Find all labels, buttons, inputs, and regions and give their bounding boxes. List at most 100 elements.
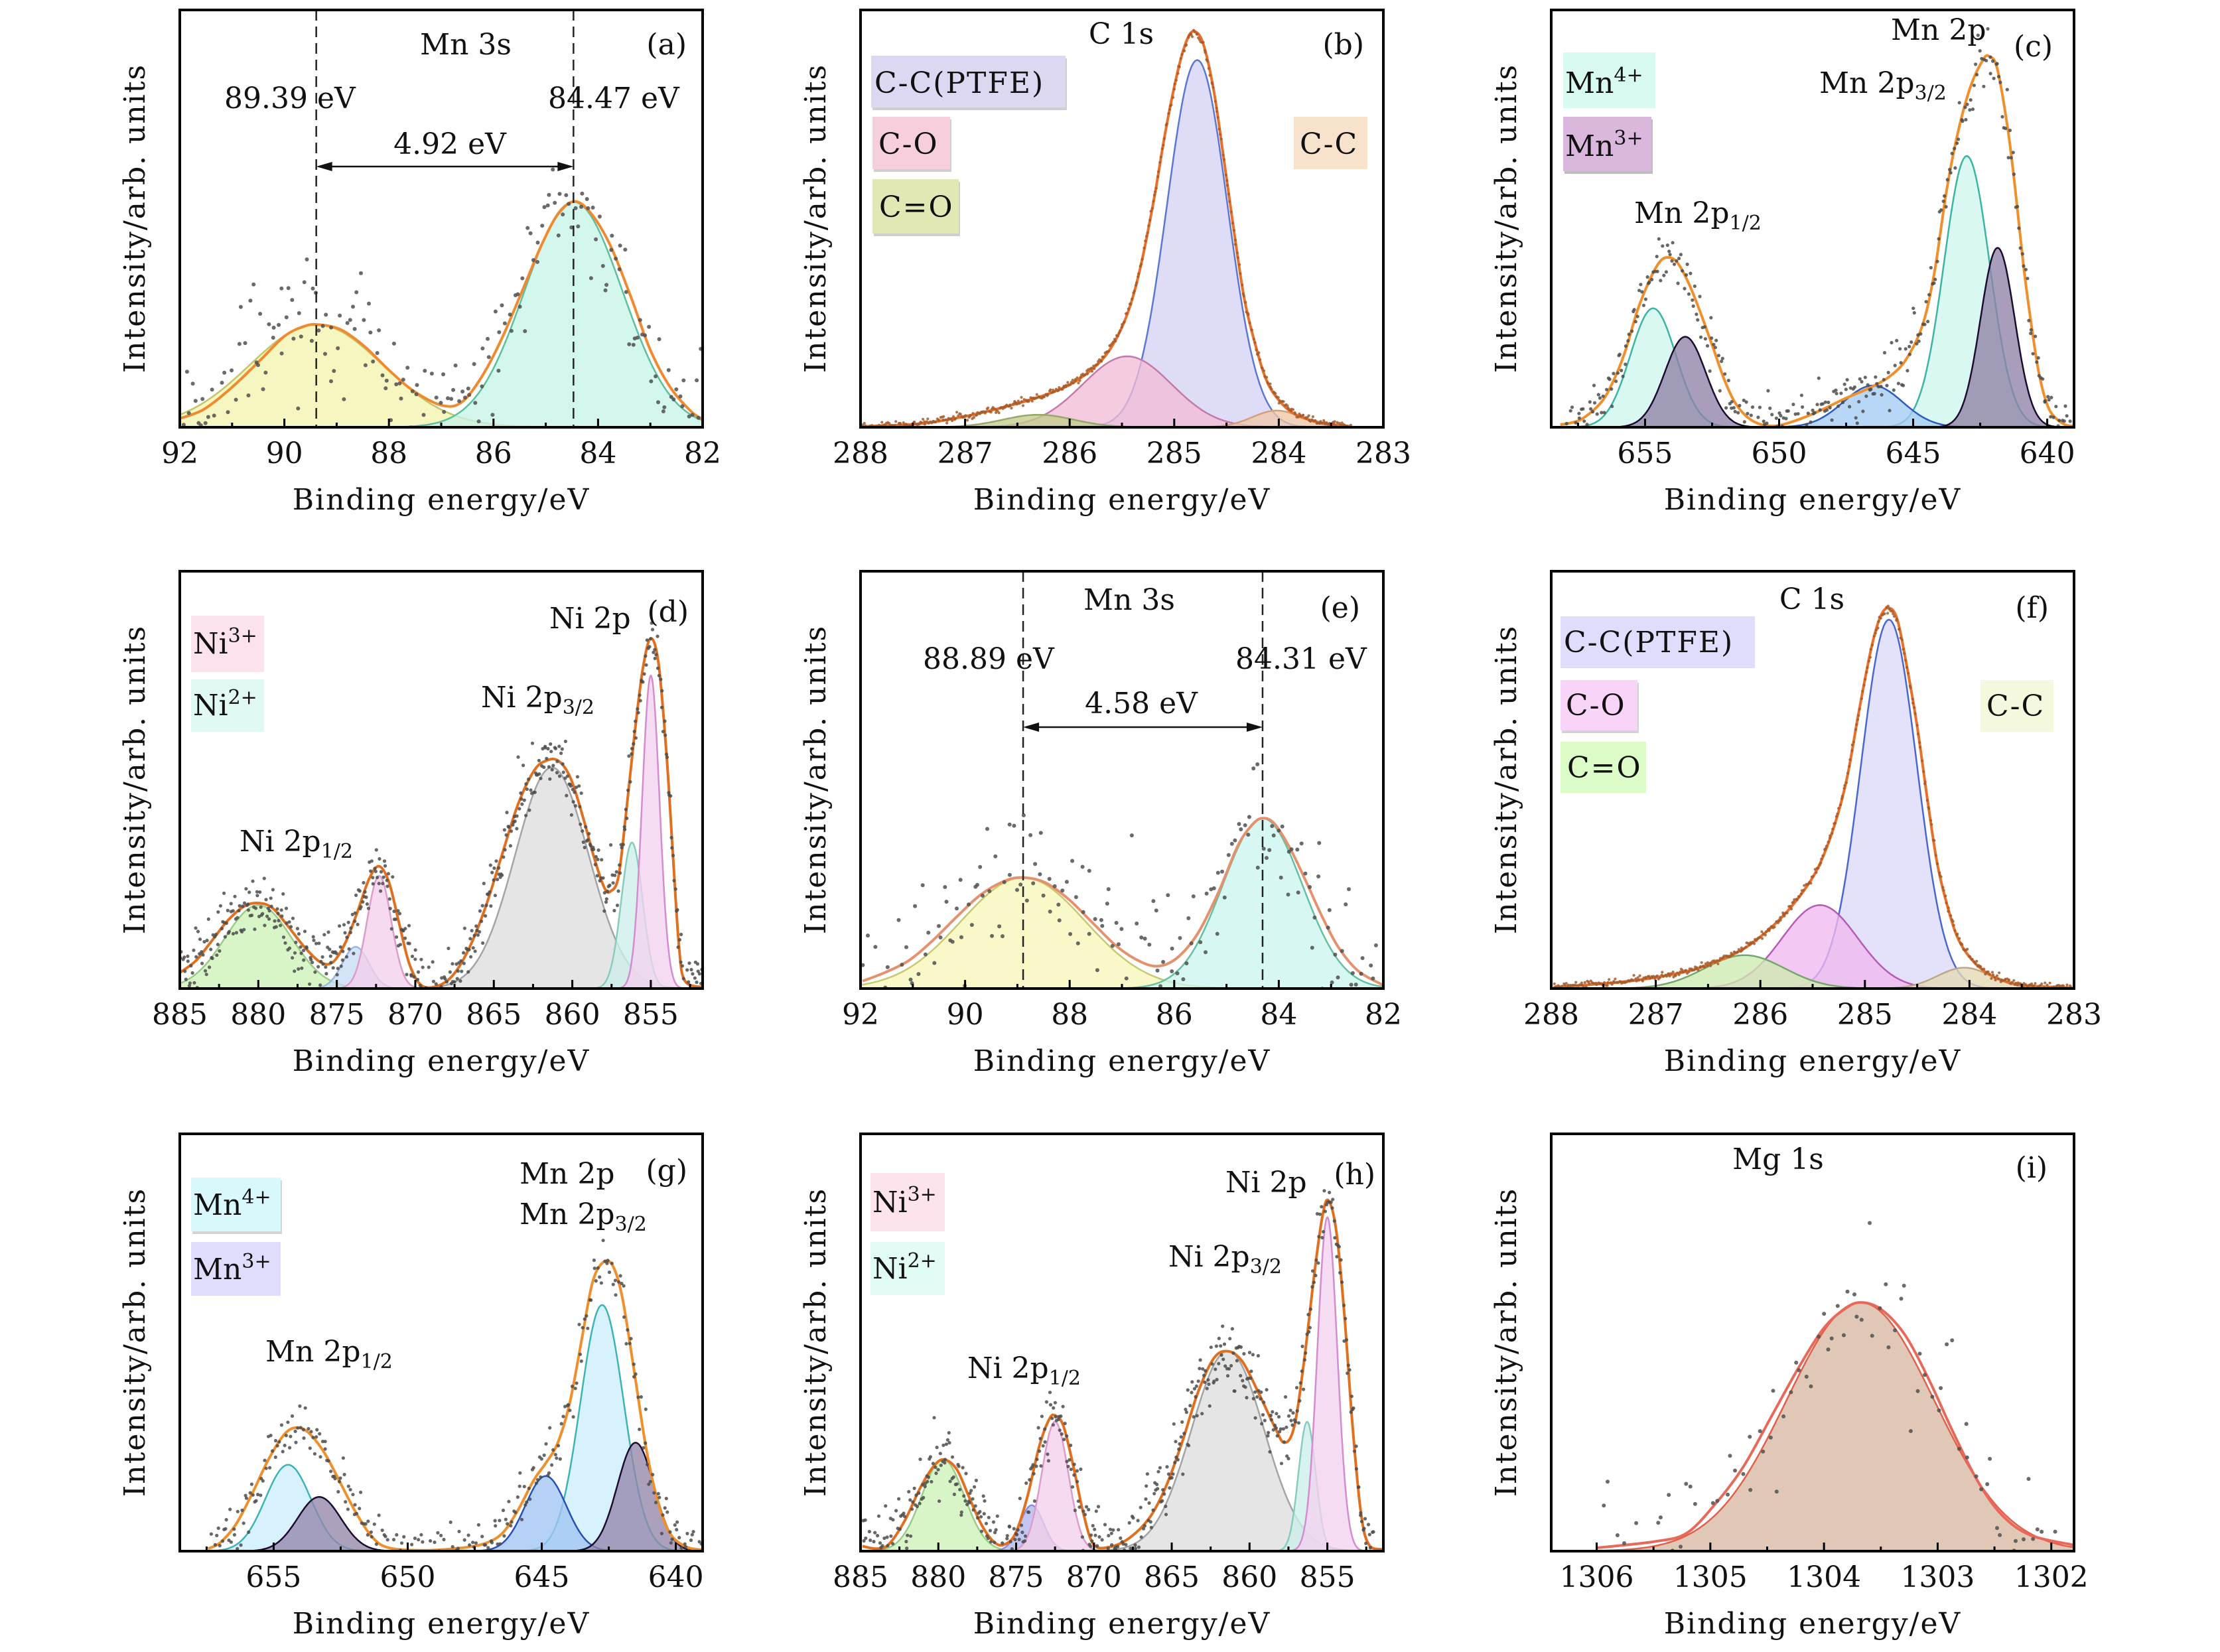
plot-c: 655 650 645 640 <box>1550 9 2075 470</box>
data-point <box>294 1440 298 1444</box>
data-point <box>1379 1572 1383 1575</box>
data-point <box>1228 1337 1232 1341</box>
data-point <box>478 929 482 934</box>
data-point <box>1888 409 1892 413</box>
data-point <box>201 953 205 957</box>
data-point <box>1561 433 1564 436</box>
legend-item-mn4: Mn4+ <box>191 1178 282 1234</box>
data-point <box>1156 1470 1160 1474</box>
data-point <box>1093 1533 1097 1537</box>
data-point <box>247 890 251 894</box>
data-point <box>391 341 396 346</box>
data-point <box>1869 387 1873 391</box>
data-point <box>638 318 642 322</box>
data-point <box>383 1535 387 1539</box>
data-point <box>1069 1468 1073 1472</box>
data-point <box>1656 1521 1661 1525</box>
data-point <box>1159 155 1162 159</box>
data-point <box>1768 406 1772 411</box>
data-point <box>480 920 484 924</box>
data-point <box>1286 849 1291 854</box>
data-point <box>488 890 492 894</box>
data-point <box>1158 161 1162 164</box>
data-point <box>1770 413 1774 417</box>
data-point <box>673 887 677 891</box>
data-point <box>311 935 315 939</box>
data-point <box>346 1507 350 1511</box>
data-point <box>1595 983 1598 987</box>
data-point <box>1969 98 1973 102</box>
data-point <box>624 1342 628 1345</box>
data-point <box>488 1559 492 1562</box>
x-tick-label: 286 <box>1732 998 1788 1032</box>
legend-label-superscript: 3+ <box>228 624 257 648</box>
data-point <box>321 962 325 966</box>
data-point <box>469 1552 472 1556</box>
data-point <box>618 871 622 875</box>
data-point <box>241 904 245 908</box>
data-point <box>1956 932 1959 935</box>
data-point <box>884 1504 888 1508</box>
data-point <box>690 1533 694 1537</box>
data-point <box>586 838 590 842</box>
data-point <box>1107 350 1110 353</box>
data-point <box>1167 112 1170 115</box>
data-point <box>1882 351 1887 355</box>
data-point <box>902 998 906 1002</box>
data-point <box>498 1542 502 1546</box>
data-point <box>500 303 504 308</box>
data-point <box>1136 1519 1140 1523</box>
data-point <box>902 1515 907 1519</box>
data-point <box>1175 971 1180 976</box>
data-point <box>669 794 673 798</box>
data-point <box>1275 1434 1279 1438</box>
data-point <box>1681 269 1685 273</box>
data-point <box>1215 931 1219 936</box>
data-point <box>469 955 473 959</box>
x-tick-label: 880 <box>910 1560 966 1594</box>
data-point <box>1842 1333 1846 1338</box>
data-point <box>1643 297 1647 301</box>
data-point <box>1589 407 1593 411</box>
data-point <box>255 890 259 894</box>
data-point <box>1100 924 1105 928</box>
data-point <box>1821 854 1825 857</box>
data-point <box>1219 137 1223 141</box>
data-point <box>1764 933 1767 937</box>
data-point <box>1178 935 1182 940</box>
data-point <box>876 1514 881 1518</box>
data-point <box>677 937 681 942</box>
data-point <box>1127 1521 1131 1525</box>
data-point <box>995 1514 999 1518</box>
data-point <box>312 1452 316 1456</box>
x-tick-label: 870 <box>1066 1560 1122 1594</box>
data-point <box>1135 283 1138 287</box>
data-point <box>518 1484 521 1488</box>
data-point <box>1305 1332 1309 1336</box>
data-point <box>525 787 529 792</box>
data-point <box>567 202 571 206</box>
data-point <box>600 858 604 862</box>
data-point <box>200 397 205 401</box>
data-point <box>1998 1533 2002 1537</box>
data-point <box>564 193 569 198</box>
data-point <box>1941 886 1945 889</box>
data-point <box>1323 1209 1327 1213</box>
data-point <box>509 1524 513 1528</box>
data-point <box>1219 133 1222 136</box>
data-point <box>904 1539 908 1544</box>
data-point <box>493 894 497 898</box>
data-point <box>309 1430 313 1434</box>
data-point <box>918 1501 922 1505</box>
data-point <box>374 1542 378 1546</box>
fit-envelope <box>180 637 703 989</box>
data-point <box>492 866 496 870</box>
data-point <box>1181 977 1186 981</box>
data-point <box>2035 360 2039 364</box>
data-point <box>456 969 460 973</box>
x-tick-label: 286 <box>1042 437 1097 470</box>
data-point <box>1990 977 1993 980</box>
data-point <box>1286 1414 1291 1418</box>
data-point <box>1186 916 1191 920</box>
data-point <box>1249 1369 1253 1373</box>
